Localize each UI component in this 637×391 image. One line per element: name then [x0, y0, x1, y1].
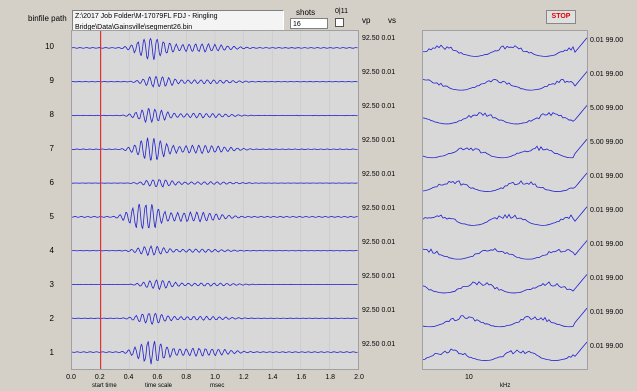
x-tick-label: 1.8: [325, 374, 336, 381]
freq-value: 0.01 99.00: [590, 241, 624, 248]
waveform-trace-2: [72, 312, 358, 325]
waveform-trace-1: [72, 341, 358, 365]
spectrum-trace-5: [423, 206, 587, 226]
vpvs-value: 92.50 0.01: [362, 69, 396, 76]
waveform-plot: [71, 30, 359, 370]
freq-value: 0.01 99.00: [590, 275, 624, 282]
vpvs-value: 92.50 0.01: [362, 239, 396, 246]
vp-label: vp: [362, 16, 371, 25]
freq-value: 0.01 99.00: [590, 309, 624, 316]
spectrum-trace-6: [423, 172, 587, 192]
vpvs-value: 92.50 0.01: [362, 205, 396, 212]
spectrum-trace-7: [423, 138, 587, 159]
spectrum-trace-3: [423, 274, 587, 294]
freq-value: 5.00 99.00: [590, 105, 624, 112]
shot-checkbox[interactable]: [335, 18, 344, 27]
vpvs-value: 92.50 0.01: [362, 273, 396, 280]
waveform-trace-7: [72, 137, 358, 161]
trace-label: 3: [49, 280, 54, 289]
x-tick-label: 0.0: [66, 374, 76, 381]
waveform-trace-10: [72, 37, 358, 60]
vpvs-value: 92.50 0.01: [362, 137, 396, 144]
freq-tick: 10: [465, 374, 473, 381]
freq-value: 0.01 99.00: [590, 207, 624, 214]
spectrum-trace-10: [423, 37, 587, 57]
vs-label: vs: [388, 16, 396, 25]
spectrum-trace-4: [423, 240, 587, 260]
shots-input[interactable]: 16: [290, 18, 328, 29]
trace-label: 9: [49, 76, 54, 85]
shot-counter: 0|11: [335, 8, 348, 15]
waveform-trace-9: [72, 75, 358, 88]
msec-label: msec: [210, 383, 225, 389]
waveform-trace-6: [72, 179, 358, 188]
x-tick-label: 1.0: [210, 374, 220, 381]
stop-button[interactable]: STOP: [546, 10, 576, 24]
waveform-trace-4: [72, 245, 358, 257]
start-time-label: start time: [92, 383, 117, 389]
spectrum-plot: [422, 30, 588, 370]
x-tick-label: 2.0: [354, 374, 364, 381]
spectrum-trace-8: [423, 105, 587, 125]
x-tick-label: 0.2: [94, 374, 105, 381]
waveform-svg: [72, 31, 358, 369]
trace-label: 2: [49, 314, 54, 323]
freq-value: 5.00 99.00: [590, 139, 624, 146]
freq-value: 0.01 99.00: [590, 37, 624, 44]
waveform-trace-8: [72, 108, 358, 124]
x-tick-label: 0.4: [123, 374, 134, 381]
spectrum-trace-1: [423, 341, 587, 361]
freq-value: 0.01 99.00: [590, 173, 624, 180]
trace-label: 10: [45, 42, 54, 51]
x-tick-label: 1.4: [267, 374, 278, 381]
spectrum-svg: [423, 37, 587, 361]
freq-value: 0.01 99.00: [590, 71, 624, 78]
trace-label: 4: [49, 246, 54, 255]
vpvs-value: 92.50 0.01: [362, 171, 396, 178]
x-tick-label: 0.6: [152, 374, 163, 381]
trace-label: 6: [49, 178, 54, 187]
vpvs-value: 92.50 0.01: [362, 35, 396, 42]
vpvs-value: 92.50 0.01: [362, 341, 396, 348]
x-tick-label: 1.6: [296, 374, 307, 381]
spectrum-trace-2: [423, 307, 587, 328]
waveform-trace-5: [72, 203, 358, 230]
trace-label: 5: [49, 212, 54, 221]
trace-label: 8: [49, 110, 54, 119]
trace-label: 7: [49, 144, 54, 153]
x-tick-label: 1.2: [238, 374, 249, 381]
shots-label: shots: [296, 8, 316, 17]
freq-value: 0.01 99.00: [590, 343, 624, 350]
vpvs-value: 92.50 0.01: [362, 307, 396, 314]
path-label: binfile path: [28, 14, 67, 23]
x-tick-label: 0.8: [181, 374, 192, 381]
spectrum-trace-9: [423, 71, 587, 91]
waveform-trace-3: [72, 279, 358, 291]
vpvs-value: 92.50 0.01: [362, 103, 396, 110]
time-scale-label: time scale: [145, 383, 173, 389]
trace-label: 1: [49, 348, 54, 357]
khz-label: kHz: [500, 383, 511, 389]
